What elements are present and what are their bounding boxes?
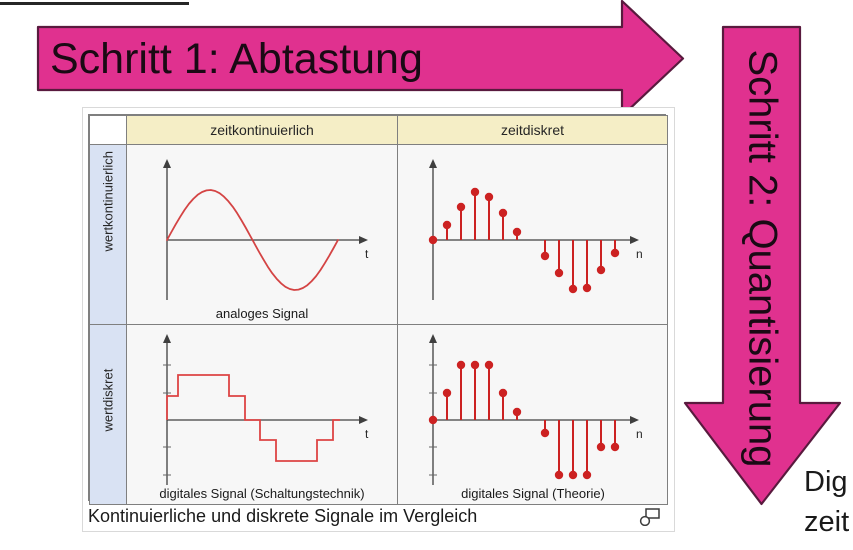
svg-text:t: t [365,427,369,441]
svg-text:digitales Signal (Schaltungste: digitales Signal (Schaltungstechnik) [159,486,364,501]
svg-text:analoges Signal: analoges Signal [216,306,309,321]
svg-text:n: n [636,247,643,261]
svg-text:t: t [365,247,369,261]
svg-text:n: n [636,427,643,441]
svg-text:digitales Signal (Theorie): digitales Signal (Theorie) [461,486,605,501]
